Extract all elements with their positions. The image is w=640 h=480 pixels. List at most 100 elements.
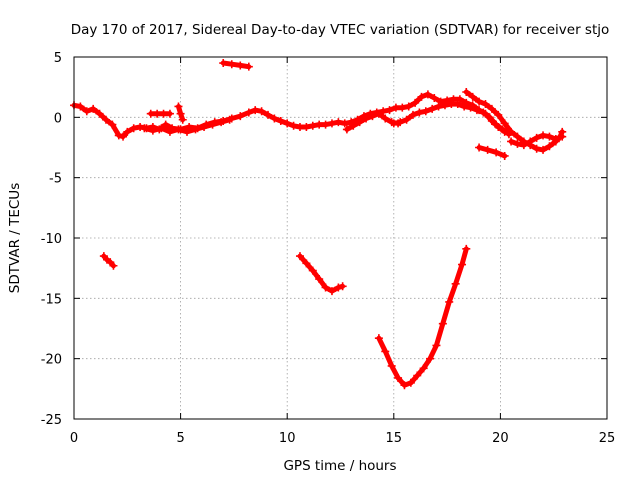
series-band: [476, 145, 508, 159]
data-point: [475, 143, 484, 152]
x-axis-label: GPS time / hours: [283, 458, 396, 474]
data-point: [526, 137, 535, 146]
data-point: [500, 151, 509, 160]
data-point: [208, 120, 217, 129]
data-point: [165, 127, 174, 136]
y-tick-label: -25: [41, 413, 62, 428]
data-point: [532, 133, 541, 142]
data-point: [381, 347, 390, 356]
data-point: [551, 135, 560, 144]
data-point: [428, 104, 437, 113]
data-point: [236, 61, 245, 70]
data-point: [385, 106, 394, 115]
data-point: [244, 62, 253, 71]
data-point: [417, 92, 426, 101]
x-tick-label: 0: [70, 431, 78, 446]
data-point: [462, 87, 471, 96]
data-point: [349, 121, 358, 130]
y-tick-label: -20: [41, 353, 62, 368]
data-point: [558, 132, 567, 141]
data-point: [176, 109, 185, 118]
data-point: [119, 132, 128, 141]
data-point: [362, 114, 371, 123]
data-point: [468, 92, 477, 101]
data-point: [451, 279, 460, 288]
data-point: [264, 110, 273, 119]
data-point: [394, 119, 403, 128]
y-tick-label: -15: [41, 292, 62, 307]
data-point: [191, 125, 200, 134]
x-tick-label: 5: [176, 431, 184, 446]
data-point: [406, 378, 415, 387]
series-lower-arc-1: [140, 115, 234, 136]
data-point: [539, 131, 548, 140]
data-point: [430, 94, 439, 103]
data-point: [500, 119, 509, 128]
series-deep-dip: [374, 244, 471, 390]
data-point: [321, 120, 330, 129]
data-point: [381, 114, 390, 123]
data-point: [438, 319, 447, 328]
data-point: [423, 90, 432, 99]
data-point: [440, 101, 449, 110]
data-point: [513, 139, 522, 148]
data-point: [545, 142, 554, 151]
series-lower-arc-2: [342, 109, 403, 134]
data-point: [321, 283, 330, 292]
data-point: [315, 275, 324, 284]
y-tick-label: 0: [54, 111, 62, 126]
data-point: [129, 124, 138, 133]
data-point: [483, 145, 492, 154]
data-point: [101, 115, 110, 124]
data-point: [413, 371, 422, 380]
data-point: [472, 106, 481, 115]
data-point: [532, 144, 541, 153]
data-point: [394, 373, 403, 382]
data-point: [251, 106, 260, 115]
series-short-segment-c: [475, 143, 509, 160]
chart-title: Day 170 of 2017, Sidereal Day-to-day VTE…: [71, 22, 610, 38]
data-point: [355, 118, 364, 127]
data-point: [455, 95, 464, 104]
data-point: [415, 108, 424, 117]
data-point: [308, 121, 317, 130]
data-point: [302, 259, 311, 268]
data-point: [411, 98, 420, 107]
data-point: [227, 60, 236, 69]
data-point: [109, 261, 118, 270]
data-point: [492, 120, 501, 129]
series-short-segment-d: [174, 102, 187, 124]
data-point: [327, 287, 336, 296]
data-point: [432, 341, 441, 350]
data-point: [334, 118, 343, 127]
data-point: [308, 266, 317, 275]
data-point: [225, 115, 234, 124]
data-point: [148, 126, 157, 135]
data-point: [157, 124, 166, 133]
data-point: [492, 148, 501, 157]
data-point: [481, 100, 490, 109]
data-point: [419, 364, 428, 373]
data-point: [178, 115, 187, 124]
data-point: [445, 297, 454, 306]
data-point: [82, 107, 91, 116]
data-point: [334, 283, 343, 292]
data-point: [404, 102, 413, 111]
data-point: [507, 137, 516, 146]
series-band: [101, 253, 116, 269]
data-point: [340, 119, 349, 128]
data-point: [257, 107, 266, 116]
data-point: [302, 122, 311, 131]
data-point: [545, 132, 554, 141]
y-tick-label: -10: [41, 232, 62, 247]
data-point: [466, 103, 475, 112]
data-series: [70, 59, 567, 390]
series-lower-main: [507, 131, 567, 150]
data-point: [498, 125, 507, 134]
x-tick-label: 10: [279, 431, 296, 446]
series-short-segment-b: [219, 59, 253, 71]
data-point: [165, 109, 174, 118]
series-short-segment-a: [146, 109, 174, 118]
data-point: [174, 125, 183, 134]
data-point: [89, 104, 98, 113]
